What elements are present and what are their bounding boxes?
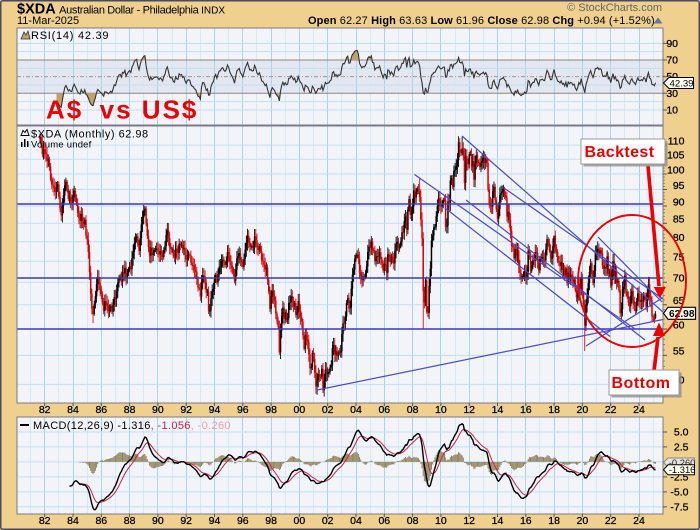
svg-text:94: 94 <box>209 404 221 416</box>
svg-text:11-Mar-2025: 11-Mar-2025 <box>17 15 79 27</box>
svg-text:42.39: 42.39 <box>670 78 694 89</box>
svg-text:Backtest: Backtest <box>585 144 655 161</box>
svg-text:A$ vs US$: A$ vs US$ <box>46 95 198 125</box>
svg-text:14: 14 <box>492 404 504 416</box>
svg-text:04: 04 <box>350 404 362 416</box>
svg-text:85: 85 <box>673 214 685 226</box>
svg-text:10: 10 <box>435 515 447 527</box>
svg-text:06: 06 <box>378 404 390 416</box>
svg-text:90: 90 <box>152 515 164 527</box>
svg-text:92: 92 <box>180 515 192 527</box>
svg-text:5.0: 5.0 <box>674 426 689 438</box>
svg-text:12: 12 <box>463 515 475 527</box>
svg-text:MACD(12,26,9) -1.316, -1.056,: MACD(12,26,9) -1.316, -1.056, -0.260 <box>33 420 231 432</box>
svg-text:-0.260: -0.260 <box>669 457 696 468</box>
svg-text:Open 62.27 High 63.63 Low 61.9: Open 62.27 High 63.63 Low 61.96 Close 62… <box>308 15 655 27</box>
svg-text:20: 20 <box>577 515 589 527</box>
svg-text:$XDA (Monthly) 62.98: $XDA (Monthly) 62.98 <box>31 129 149 141</box>
svg-text:Bottom: Bottom <box>612 375 671 392</box>
svg-text:30: 30 <box>666 88 678 100</box>
svg-text:16: 16 <box>520 515 532 527</box>
svg-text:© StockCharts.com: © StockCharts.com <box>567 2 662 14</box>
svg-text:12: 12 <box>463 404 475 416</box>
svg-text:86: 86 <box>95 515 107 527</box>
svg-text:105: 105 <box>667 150 685 162</box>
svg-text:80: 80 <box>673 232 685 244</box>
svg-text:-5.0: -5.0 <box>670 486 688 498</box>
svg-text:Volume undef: Volume undef <box>31 140 92 151</box>
svg-text:55: 55 <box>673 346 685 358</box>
svg-text:70: 70 <box>673 273 685 285</box>
svg-text:92: 92 <box>180 404 192 416</box>
svg-text:90: 90 <box>152 404 164 416</box>
svg-text:10: 10 <box>435 404 447 416</box>
svg-text:20: 20 <box>577 404 589 416</box>
svg-text:10: 10 <box>666 104 678 116</box>
svg-text:22: 22 <box>605 404 617 416</box>
svg-text:24: 24 <box>633 404 645 416</box>
svg-text:65: 65 <box>673 295 685 307</box>
svg-text:14: 14 <box>492 515 504 527</box>
svg-text:95: 95 <box>673 180 685 192</box>
svg-text:08: 08 <box>407 515 419 527</box>
svg-text:02: 02 <box>322 515 334 527</box>
svg-text:100: 100 <box>667 164 685 176</box>
svg-text:00: 00 <box>294 404 306 416</box>
svg-text:18: 18 <box>548 515 560 527</box>
svg-text:24: 24 <box>633 515 645 527</box>
svg-text:$XDA Australian Dollar - Phila: $XDA Australian Dollar - Philadelphia IN… <box>17 2 225 18</box>
svg-text:96: 96 <box>237 515 249 527</box>
svg-text:82: 82 <box>39 515 51 527</box>
svg-text:-7.5: -7.5 <box>670 501 688 513</box>
svg-text:84: 84 <box>67 515 79 527</box>
svg-text:02: 02 <box>322 404 334 416</box>
svg-text:62.98: 62.98 <box>669 309 695 320</box>
svg-text:60: 60 <box>673 319 685 331</box>
svg-text:94: 94 <box>209 515 221 527</box>
svg-text:88: 88 <box>124 515 136 527</box>
svg-text:90: 90 <box>673 196 685 208</box>
svg-text:06: 06 <box>378 515 390 527</box>
svg-text:82: 82 <box>39 404 51 416</box>
svg-text:84: 84 <box>67 404 79 416</box>
svg-text:-1.316: -1.316 <box>669 464 696 475</box>
svg-text:96: 96 <box>237 404 249 416</box>
svg-text:08: 08 <box>407 404 419 416</box>
svg-text:00: 00 <box>294 515 306 527</box>
svg-text:88: 88 <box>124 404 136 416</box>
svg-text:22: 22 <box>605 515 617 527</box>
svg-text:18: 18 <box>548 404 560 416</box>
svg-text:2.5: 2.5 <box>674 441 689 453</box>
svg-text:04: 04 <box>350 515 362 527</box>
svg-text:90: 90 <box>666 38 678 50</box>
svg-text:110: 110 <box>668 135 685 147</box>
svg-text:16: 16 <box>520 404 532 416</box>
svg-text:86: 86 <box>95 404 107 416</box>
svg-text:70: 70 <box>666 54 678 66</box>
svg-text:98: 98 <box>265 404 277 416</box>
svg-text:RSI(14) 42.39: RSI(14) 42.39 <box>31 30 109 42</box>
svg-text:98: 98 <box>265 515 277 527</box>
